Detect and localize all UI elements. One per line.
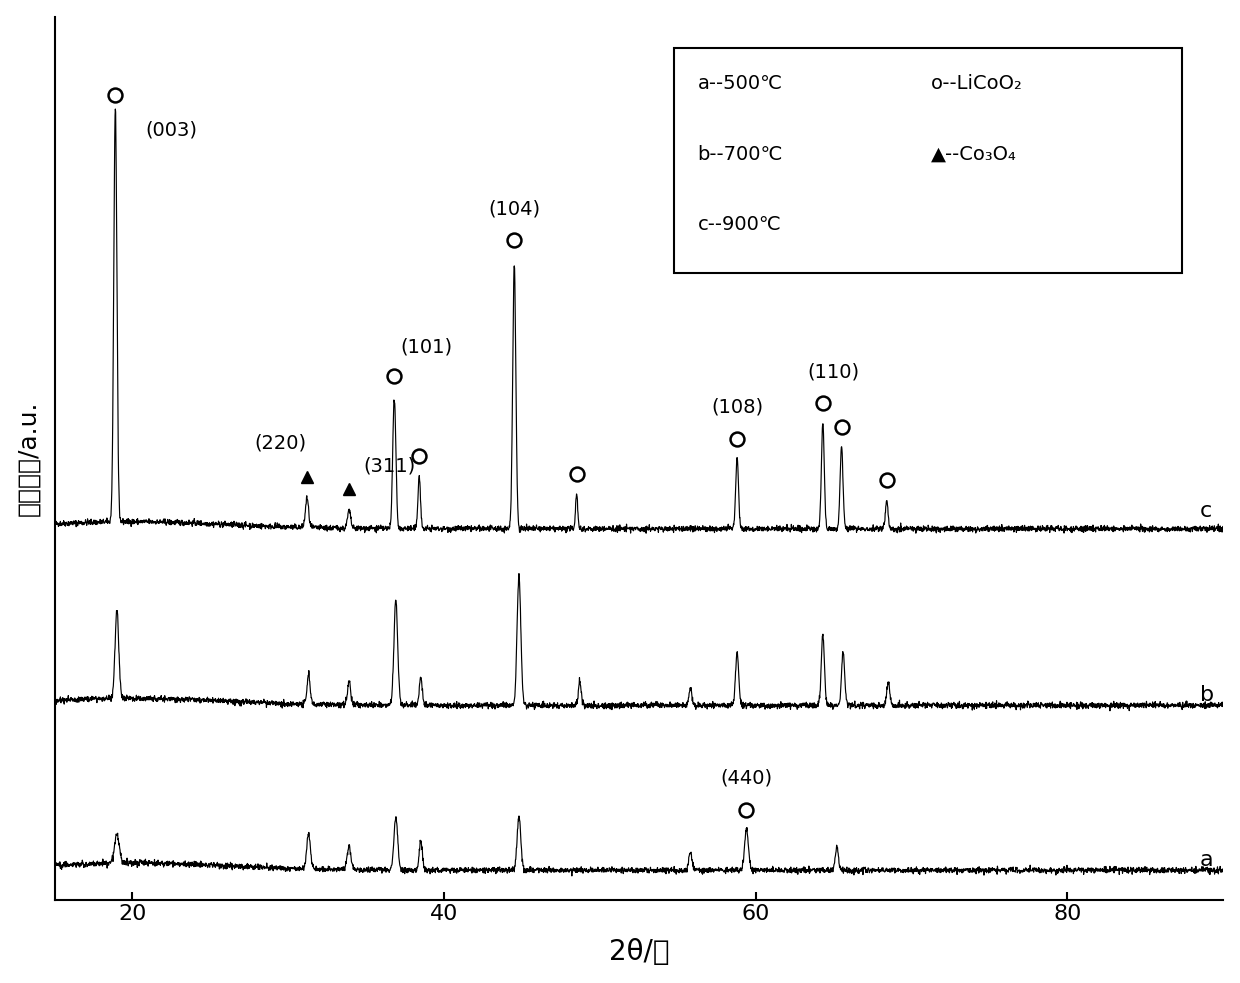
X-axis label: 2θ/度: 2θ/度 — [609, 939, 670, 966]
Text: (101): (101) — [401, 338, 453, 357]
Text: (220): (220) — [254, 434, 306, 452]
FancyBboxPatch shape — [675, 47, 1183, 272]
Text: (440): (440) — [720, 769, 773, 787]
Text: a: a — [1200, 849, 1214, 870]
Text: b--700℃: b--700℃ — [697, 145, 782, 164]
Y-axis label: 相对强度/a.u.: 相对强度/a.u. — [16, 400, 41, 516]
Text: (104): (104) — [489, 200, 541, 218]
Text: c: c — [1200, 501, 1213, 521]
Text: (003): (003) — [145, 120, 197, 140]
Text: b: b — [1200, 685, 1214, 705]
Text: (110): (110) — [807, 363, 859, 381]
Text: o--LiCoO₂: o--LiCoO₂ — [931, 74, 1023, 93]
Text: c--900℃: c--900℃ — [697, 215, 781, 234]
Text: (311): (311) — [363, 457, 415, 476]
Text: (108): (108) — [711, 398, 763, 417]
Text: a--500℃: a--500℃ — [697, 74, 782, 93]
Text: ▲--Co₃O₄: ▲--Co₃O₄ — [931, 145, 1017, 164]
